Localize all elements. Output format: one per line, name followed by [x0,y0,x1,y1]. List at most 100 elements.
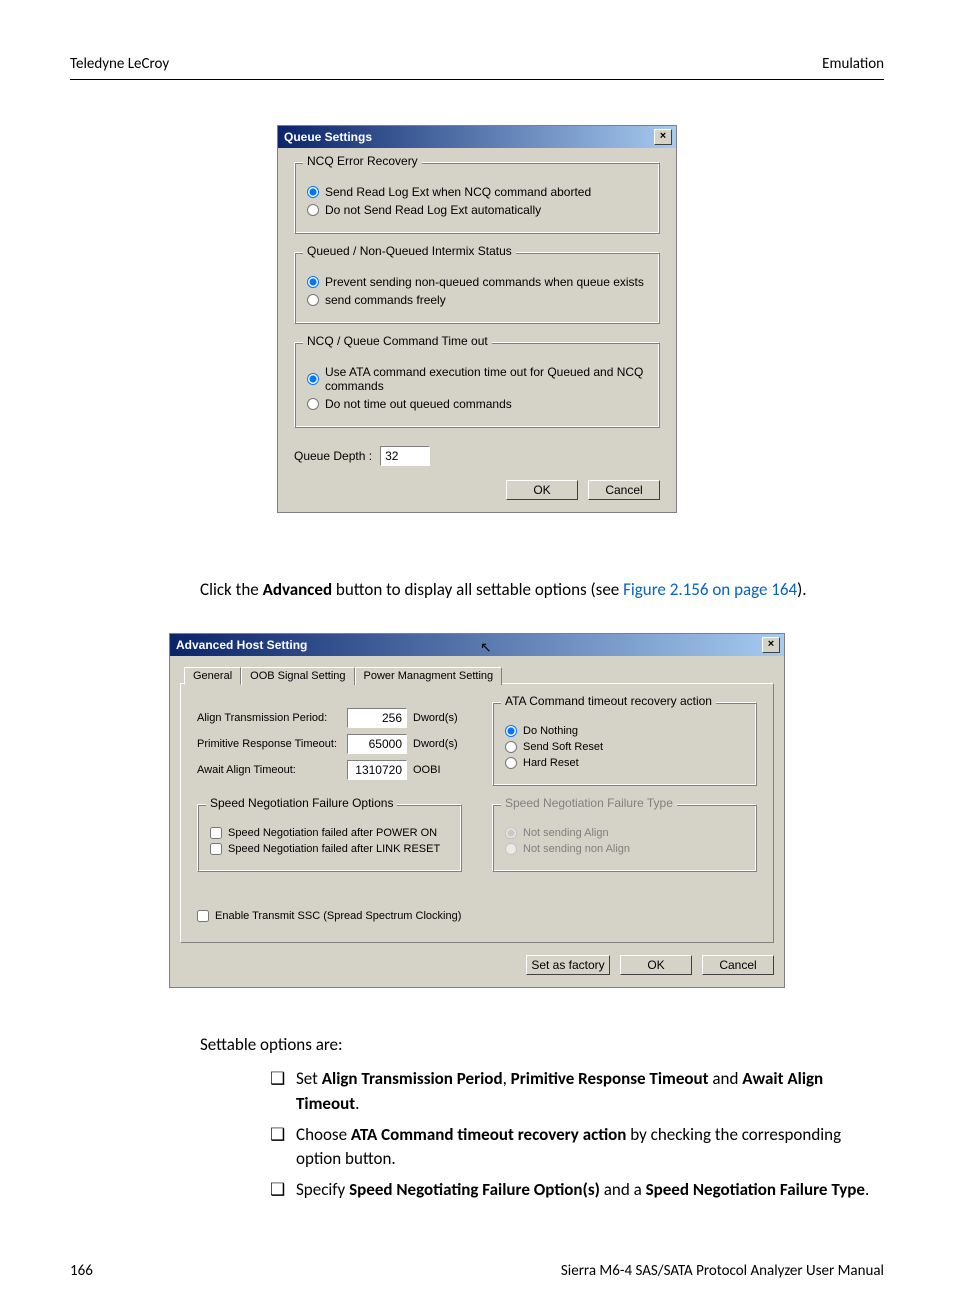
timeout-option-1[interactable]: Use ATA command execution time out for Q… [307,365,647,393]
align-transmission-row: Align Transmission Period: Dword(s) [197,708,462,728]
advanced-host-setting-dialog: Advanced Host Setting × ↖ General OOB Si… [169,633,785,988]
group-title: NCQ / Queue Command Time out [303,334,492,348]
cancel-button[interactable]: Cancel [702,955,774,975]
settable-list: Set Align Transmission Period, Primitive… [200,1067,884,1202]
ok-button[interactable]: OK [506,480,578,500]
primitive-response-row: Primitive Response Timeout: Dword(s) [197,734,462,754]
radio-input[interactable] [505,725,517,737]
text-bold: Speed Negotiating Failure Option(s) [349,1179,600,1200]
radio-input[interactable] [307,186,319,198]
titlebar: Advanced Host Setting × [170,634,784,656]
field-label: Align Transmission Period: [197,712,347,724]
close-icon[interactable]: × [762,637,780,653]
text: ). [797,579,806,600]
radio-input[interactable] [307,204,319,216]
group-title: ATA Command timeout recovery action [501,694,716,708]
queue-depth-label: Queue Depth : [294,449,372,463]
radio-input[interactable] [307,276,319,288]
timeout-option-2[interactable]: Do not time out queued commands [307,397,647,411]
titlebar: Queue Settings × [278,126,676,148]
list-item: Choose ATA Command timeout recovery acti… [270,1123,884,1172]
dialog-title: Queue Settings [284,130,372,144]
text: Set [296,1068,322,1089]
await-align-input[interactable] [347,760,407,780]
spntype-option-2: Not sending non Align [505,843,744,855]
tab-panel-general: Align Transmission Period: Dword(s) Prim… [180,683,774,943]
radio-input[interactable] [505,741,517,753]
group-title: Queued / Non-Queued Intermix Status [303,244,516,258]
set-as-factory-button[interactable]: Set as factory [526,955,610,975]
text: button to display all settable options (… [332,579,623,600]
field-unit: Dword(s) [413,738,458,750]
radio-input[interactable] [307,294,319,306]
group-title: Speed Negotiation Failure Type [501,796,677,810]
speed-neg-failure-group: Speed Negotiation Failure Options Speed … [197,804,462,872]
radio-input [505,843,517,855]
intermix-option-2[interactable]: send commands freely [307,293,647,307]
radio-label: Not sending Align [523,827,609,839]
text: , [503,1068,511,1089]
queue-depth-input[interactable] [380,446,430,466]
tab-oob-signal[interactable]: OOB Signal Setting [241,667,354,685]
ata-option-do-nothing[interactable]: Do Nothing [505,725,744,737]
timeout-group: NCQ / Queue Command Time out Use ATA com… [294,342,660,428]
enable-ssc-check[interactable]: Enable Transmit SSC (Spread Spectrum Clo… [197,910,757,922]
close-icon[interactable]: × [654,129,672,145]
checkbox-input[interactable] [197,910,209,922]
group-title: Speed Negotiation Failure Options [206,796,397,810]
radio-input[interactable] [307,398,319,410]
text: . [865,1179,869,1200]
radio-label: send commands freely [325,293,446,307]
checkbox-input[interactable] [210,827,222,839]
ata-recovery-group: ATA Command timeout recovery action Do N… [492,702,757,786]
group-title: NCQ Error Recovery [303,154,422,168]
page-number: 166 [70,1262,93,1280]
radio-label: Not sending non Align [523,843,630,855]
radio-label: Send Read Log Ext when NCQ command abort… [325,185,591,199]
primitive-response-input[interactable] [347,734,407,754]
ncq-recovery-option-2[interactable]: Do not Send Read Log Ext automatically [307,203,647,217]
ncq-recovery-option-1[interactable]: Send Read Log Ext when NCQ command abort… [307,185,647,199]
ata-option-hard-reset[interactable]: Hard Reset [505,757,744,769]
radio-input[interactable] [307,373,319,385]
text-bold: Speed Negotiation Failure Type [646,1179,865,1200]
tab-general[interactable]: General [184,667,241,685]
radio-input[interactable] [505,757,517,769]
manual-title: Sierra M6-4 SAS/SATA Protocol Analyzer U… [561,1262,884,1280]
text: Choose [296,1124,351,1145]
speed-neg-poweron-check[interactable]: Speed Negotiation failed after POWER ON [210,827,449,839]
text: . [355,1093,359,1114]
checkbox-label: Speed Negotiation failed after LINK RESE… [228,843,440,855]
text-bold: ATA Command timeout recovery action [351,1124,627,1145]
list-item: Specify Speed Negotiating Failure Option… [270,1178,884,1203]
checkbox-input[interactable] [210,843,222,855]
radio-input [505,827,517,839]
tab-power-management[interactable]: Power Managment Setting [355,667,503,685]
header-divider [70,79,884,80]
align-transmission-input[interactable] [347,708,407,728]
field-unit: OOBI [413,764,441,776]
paragraph-advanced: Click the Advanced button to display all… [200,578,884,603]
text-bold: Advanced [263,579,333,600]
radio-label: Do not Send Read Log Ext automatically [325,203,541,217]
header-left: Teledyne LeCroy [70,55,169,73]
text-bold: Align Transmission Period [322,1068,503,1089]
figure-link[interactable]: Figure 2.156 on page 164 [623,579,797,600]
field-label: Primitive Response Timeout: [197,738,347,750]
header-right: Emulation [822,55,884,73]
text: Specify [296,1179,349,1200]
field-unit: Dword(s) [413,712,458,724]
dialog-title: Advanced Host Setting [176,638,307,652]
text: Click the [200,579,263,600]
tabs: General OOB Signal Setting Power Managme… [180,666,774,684]
ok-button[interactable]: OK [620,955,692,975]
speed-neg-linkreset-check[interactable]: Speed Negotiation failed after LINK RESE… [210,843,449,855]
checkbox-label: Enable Transmit SSC (Spread Spectrum Clo… [215,910,461,922]
cancel-button[interactable]: Cancel [588,480,660,500]
list-item: Set Align Transmission Period, Primitive… [270,1067,884,1116]
text: and a [600,1179,646,1200]
radio-label: Use ATA command execution time out for Q… [325,365,647,393]
ata-option-soft-reset[interactable]: Send Soft Reset [505,741,744,753]
intermix-option-1[interactable]: Prevent sending non-queued commands when… [307,275,647,289]
await-align-row: Await Align Timeout: OOBI [197,760,462,780]
